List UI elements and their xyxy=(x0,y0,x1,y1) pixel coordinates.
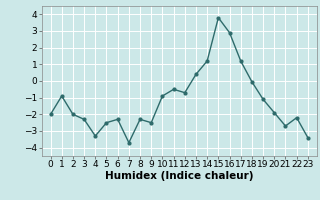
X-axis label: Humidex (Indice chaleur): Humidex (Indice chaleur) xyxy=(105,171,253,181)
